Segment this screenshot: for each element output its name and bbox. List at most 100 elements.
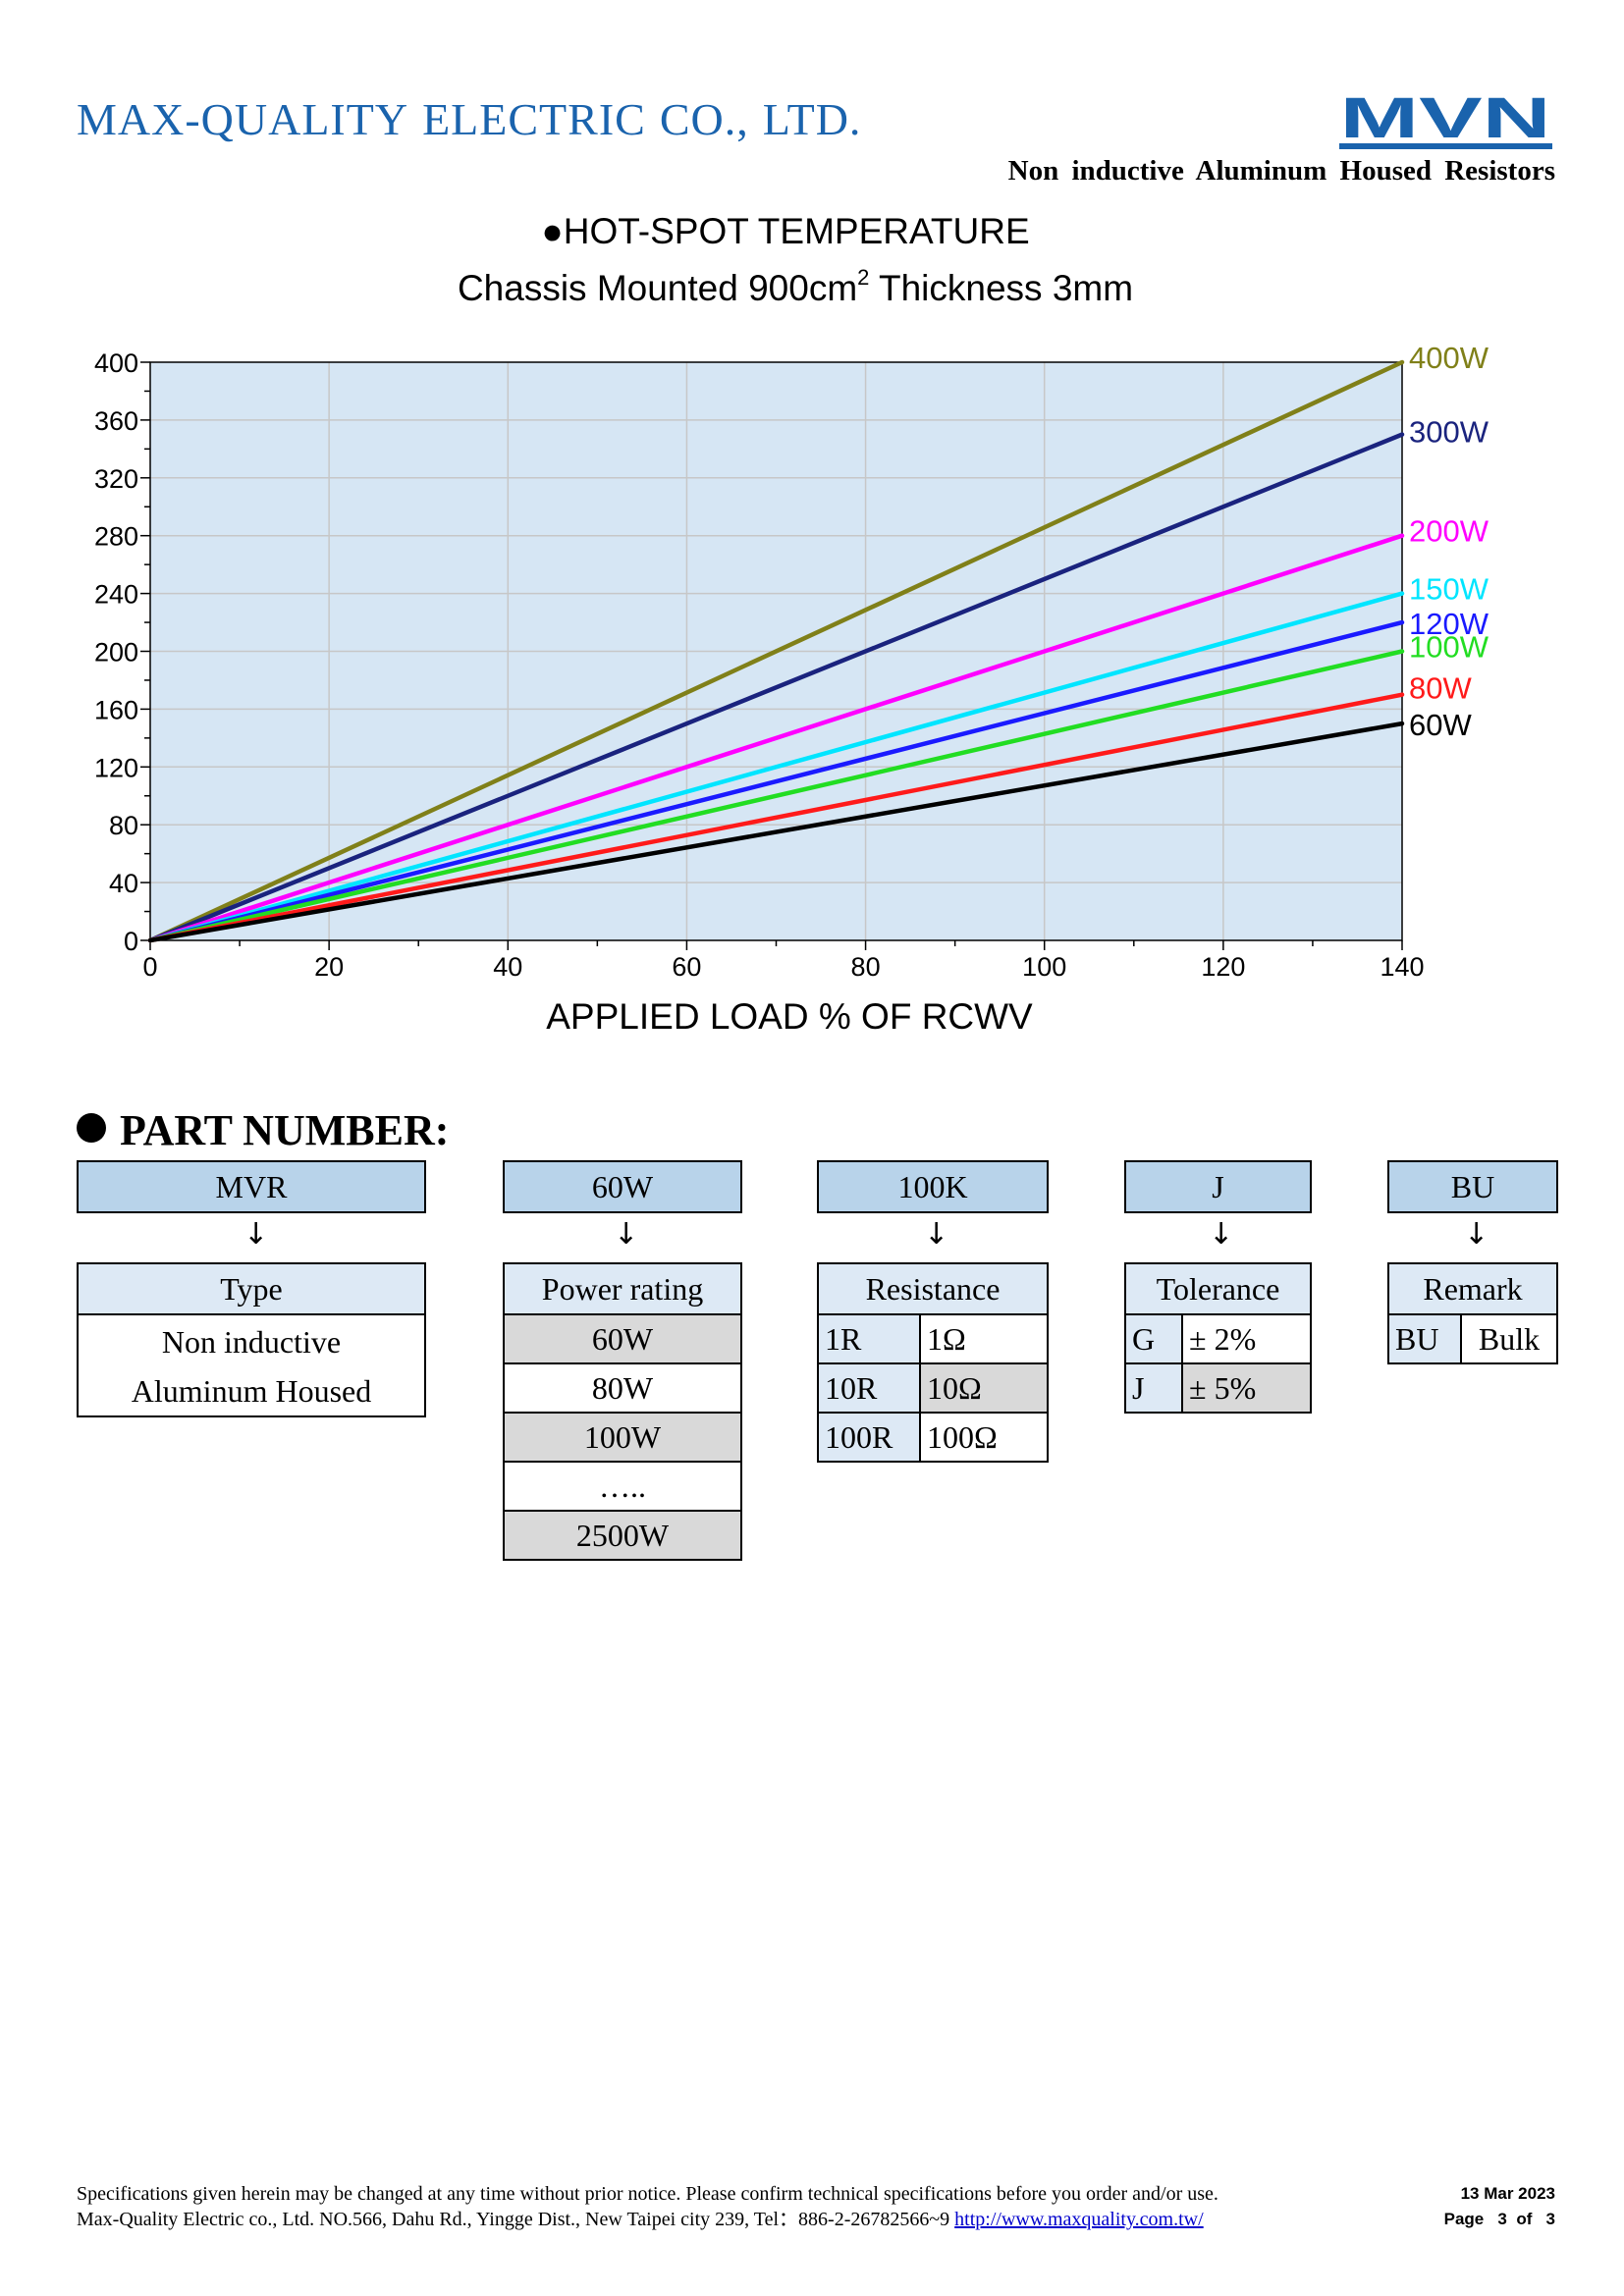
power-rating-row: 100W [503, 1412, 742, 1463]
x-tick-label: 0 [142, 952, 157, 982]
down-arrow-icon: ↓ [1209, 1217, 1234, 1252]
part-number-heading: PART NUMBER: [77, 1105, 449, 1155]
y-tick-label: 200 [94, 638, 138, 667]
chart-title-line1: ●HOT-SPOT TEMPERATURE [541, 211, 1029, 251]
logo-text: MVN [1340, 90, 1551, 150]
power-rating-header: Power rating [503, 1262, 742, 1315]
tolerance-table: Tolerance G ± 2% J ± 5% [1124, 1262, 1312, 1414]
series-label: 100W [1409, 630, 1489, 665]
series-label: 80W [1409, 671, 1472, 706]
chart-svg: ●HOT-SPOT TEMPERATURE Chassis Mounted 90… [94, 211, 1489, 1037]
part-number-heading-text: PART NUMBER: [120, 1106, 450, 1154]
company-name-part: MAX-QUALITY [77, 94, 409, 144]
y-tick-label: 40 [109, 869, 138, 898]
series-line [147, 692, 1405, 943]
tolerance-value: ± 2% [1181, 1313, 1312, 1364]
company-name-part: CO., [659, 94, 749, 144]
remark-value: Bulk [1460, 1313, 1558, 1364]
resistance-value: 100Ω [919, 1412, 1049, 1463]
series-line [147, 359, 1405, 943]
series-line [147, 721, 1405, 943]
plot-area: 0 20 40 60 80 100 120 140 0 40 80 120 160 200 240 280 32… [94, 341, 1489, 982]
x-tick-label: 100 [1022, 952, 1066, 982]
type-line1: Non inductive [161, 1324, 342, 1360]
y-tick-label: 120 [94, 753, 138, 782]
down-arrow-icon: ↓ [924, 1217, 949, 1252]
x-tick-label: 140 [1380, 952, 1424, 982]
website-link[interactable]: http://www.maxquality.com.tw/ [954, 2209, 1204, 2230]
chart-title-sup: 2 [857, 265, 869, 290]
footer-address: Max-Quality Electric co., Ltd. NO.566, D… [77, 2209, 955, 2230]
footer-date: 13 Mar 2023 [1460, 2184, 1555, 2203]
remark-table: Remark BU Bulk [1387, 1262, 1558, 1364]
company-name-part: ELECTRIC [422, 94, 646, 144]
series-label: 300W [1409, 415, 1489, 450]
type-header: Type [77, 1262, 426, 1315]
series-label: 60W [1409, 708, 1472, 742]
company-name-part: LTD. [762, 94, 862, 144]
series-line [147, 432, 1405, 943]
series-label: 400W [1409, 341, 1489, 375]
tolerance-code: J [1124, 1362, 1183, 1414]
remark-code: BU [1387, 1313, 1462, 1364]
product-subtitle: Non inductive Aluminum Housed Resistors [1007, 155, 1555, 187]
footer-page: Page 3 of 3 [1443, 2210, 1555, 2228]
code-power: 60W [503, 1160, 742, 1213]
footer-notice: Specifications given herein may be chang… [77, 2181, 1218, 2232]
down-arrow-icon: ↓ [244, 1217, 269, 1252]
x-tick-label: 80 [851, 952, 881, 982]
x-tick-label: 40 [493, 952, 522, 982]
tolerance-value: ± 5% [1181, 1362, 1312, 1414]
series-line [147, 619, 1405, 943]
power-rating-row: ….. [503, 1461, 742, 1512]
mvn-logo: MVN [1339, 90, 1552, 150]
y-tick-label: 240 [94, 580, 138, 610]
footer-right: 13 Mar 2023 Page 3 of 3 [1444, 2181, 1555, 2232]
resistance-code: 10R [817, 1362, 921, 1414]
company-name: MAX-QUALITY ELECTRIC CO., LTD. [77, 93, 861, 145]
y-tick-label: 280 [94, 522, 138, 552]
footer-line1: Specifications given herein may be chang… [77, 2183, 1218, 2205]
power-rating-row: 60W [503, 1313, 742, 1364]
remark-header: Remark [1387, 1262, 1558, 1315]
x-axis-label: APPLIED LOAD % OF RCWV [546, 996, 1033, 1037]
resistance-table: Resistance 1R 1Ω 10R 10Ω 100R 100Ω [817, 1262, 1049, 1463]
type-description: Non inductive Aluminum Housed [77, 1315, 426, 1417]
y-tick-label: 400 [94, 348, 138, 378]
power-rating-row: 80W [503, 1362, 742, 1414]
chart-title-line2-b: Thickness 3mm [869, 268, 1133, 308]
down-arrow-icon: ↓ [1464, 1217, 1489, 1252]
footer-line2: Max-Quality Electric co., Ltd. NO.566, D… [77, 2207, 1218, 2232]
chart-title-line2: Chassis Mounted 900cm2 Thickness 3mm [458, 265, 1133, 308]
power-rating-table: Power rating 60W 80W 100W ….. 2500W [503, 1262, 742, 1561]
code-resistance: 100K [817, 1160, 1049, 1213]
x-tick-label: 60 [672, 952, 701, 982]
x-tick-label: 20 [314, 952, 344, 982]
y-tick-label: 360 [94, 406, 138, 436]
resistance-code: 1R [817, 1313, 921, 1364]
y-tick-label: 320 [94, 464, 138, 494]
y-tick-label: 160 [94, 695, 138, 724]
code-type: MVR [77, 1160, 426, 1213]
chart-title-line2-a: Chassis Mounted 900cm [458, 268, 857, 308]
series-line [147, 533, 1405, 943]
y-tick-label: 0 [124, 927, 138, 956]
down-arrow-icon: ↓ [614, 1217, 639, 1252]
code-tolerance: J [1124, 1160, 1312, 1213]
hot-spot-chart: ●HOT-SPOT TEMPERATURE Chassis Mounted 90… [0, 196, 1624, 1050]
x-tick-label: 120 [1201, 952, 1245, 982]
bullet-icon [77, 1113, 106, 1143]
logo-underline [1339, 143, 1552, 149]
resistance-value: 10Ω [919, 1362, 1049, 1414]
tolerance-code: G [1124, 1313, 1183, 1364]
power-rating-row: 2500W [503, 1510, 742, 1561]
series-line [147, 649, 1405, 943]
series-label: 150W [1409, 572, 1489, 607]
resistance-header: Resistance [817, 1262, 1049, 1315]
series-label: 200W [1409, 514, 1489, 549]
code-remark: BU [1387, 1160, 1558, 1213]
type-line2: Aluminum Housed [131, 1373, 372, 1409]
resistance-code: 100R [817, 1412, 921, 1463]
resistance-value: 1Ω [919, 1313, 1049, 1364]
series-label: 120W [1409, 607, 1489, 641]
